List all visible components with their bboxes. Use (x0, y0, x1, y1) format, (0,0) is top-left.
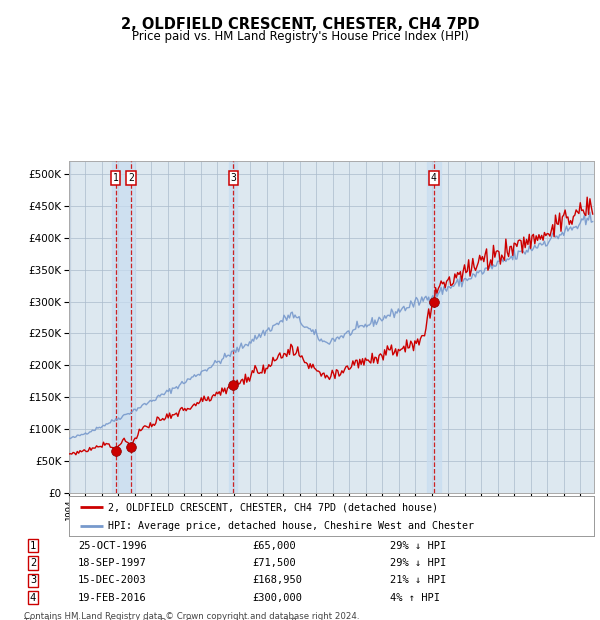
Bar (112, 161, 135, 493)
Text: 2, OLDFIELD CRESCENT, CHESTER, CH4 7PD (detached house): 2, OLDFIELD CRESCENT, CHESTER, CH4 7PD (… (109, 502, 439, 512)
Text: 3: 3 (230, 173, 236, 183)
Bar (427, 161, 440, 493)
Text: 1: 1 (113, 173, 119, 183)
Text: 29% ↓ HPI: 29% ↓ HPI (390, 558, 446, 568)
Bar (69, 161, 70, 493)
Text: Price paid vs. HM Land Registry's House Price Index (HPI): Price paid vs. HM Land Registry's House … (131, 30, 469, 43)
Text: £168,950: £168,950 (252, 575, 302, 585)
Bar (229, 161, 238, 493)
Text: 3: 3 (30, 575, 36, 585)
Text: 18-SEP-1997: 18-SEP-1997 (78, 558, 147, 568)
Text: 2: 2 (128, 173, 134, 183)
Text: HPI: Average price, detached house, Cheshire West and Chester: HPI: Average price, detached house, Ches… (109, 521, 475, 531)
Text: £300,000: £300,000 (252, 593, 302, 603)
Text: 4: 4 (30, 593, 36, 603)
Text: 21% ↓ HPI: 21% ↓ HPI (390, 575, 446, 585)
Text: 2: 2 (30, 558, 36, 568)
Text: Contains HM Land Registry data © Crown copyright and database right 2024.: Contains HM Land Registry data © Crown c… (24, 612, 359, 620)
Text: 25-OCT-1996: 25-OCT-1996 (78, 541, 147, 551)
Text: £65,000: £65,000 (252, 541, 296, 551)
Text: 2, OLDFIELD CRESCENT, CHESTER, CH4 7PD: 2, OLDFIELD CRESCENT, CHESTER, CH4 7PD (121, 17, 479, 32)
Text: This data is licensed under the Open Government Licence v3.0.: This data is licensed under the Open Gov… (24, 618, 299, 620)
Text: 19-FEB-2016: 19-FEB-2016 (78, 593, 147, 603)
Text: 4% ↑ HPI: 4% ↑ HPI (390, 593, 440, 603)
Text: 29% ↓ HPI: 29% ↓ HPI (390, 541, 446, 551)
Text: 4: 4 (431, 173, 437, 183)
Text: 15-DEC-2003: 15-DEC-2003 (78, 575, 147, 585)
Text: 1: 1 (30, 541, 36, 551)
Text: £71,500: £71,500 (252, 558, 296, 568)
